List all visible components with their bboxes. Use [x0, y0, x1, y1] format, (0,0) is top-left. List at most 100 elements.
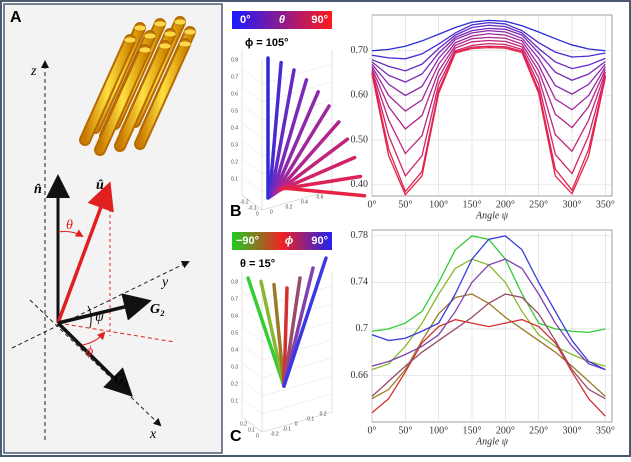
tick-label: 0.6	[231, 91, 238, 97]
psi-arc	[87, 305, 92, 329]
box-grid	[241, 393, 333, 415]
cylinder-bundle	[79, 16, 197, 156]
tick-label: 0.2	[231, 381, 238, 387]
tick-label: 0.6	[231, 313, 238, 319]
panel-label: A	[10, 9, 22, 26]
axis-label: y	[160, 275, 169, 290]
colorbar	[232, 11, 332, 29]
tick-label: 0.1	[231, 398, 238, 404]
bar-3d	[275, 120, 341, 194]
tick-label: 0.1	[248, 427, 255, 433]
tick-label: -0.2	[270, 431, 279, 437]
x-axis-title: Angle ψ	[475, 210, 509, 221]
axis-label: z	[30, 64, 37, 79]
bar-3d	[269, 68, 296, 198]
x-tick-label: 350°	[596, 425, 615, 436]
cylinder-top	[153, 20, 167, 28]
x-tick-label: 50°	[398, 199, 412, 210]
series-line	[371, 42, 606, 178]
tick-label: 0.2	[286, 204, 293, 210]
series-line	[371, 29, 606, 97]
tick-label: 0.4	[231, 347, 238, 353]
tick-label: 0.5	[231, 108, 238, 114]
tick-label: 0.7	[231, 74, 238, 80]
tick-label: 0.2	[231, 159, 238, 165]
cylinder-top	[133, 24, 147, 32]
y-tick-label: 0.66	[351, 370, 369, 381]
vector-label: n̂	[34, 182, 42, 197]
series-line	[371, 27, 606, 83]
g1-vector	[56, 321, 133, 397]
cylinder-top	[123, 36, 137, 44]
axis-label: x	[149, 427, 157, 442]
tick-label: 0.1	[307, 416, 314, 422]
tick-label: -0.1	[282, 426, 291, 432]
cylinder-top	[178, 40, 192, 48]
tick-label: 0.6	[317, 194, 324, 200]
box-grid	[241, 117, 333, 139]
series-line	[371, 39, 606, 155]
series-line	[371, 258, 606, 371]
x-tick-label: 200°	[496, 199, 515, 210]
vector-label: û	[96, 178, 104, 193]
x-tick-label: 150°	[463, 425, 482, 436]
line-chart: 0° 50° 100° 150° 200° 250° 300° 350° 0.66 0.7 0.74…	[351, 229, 615, 447]
panel-label: B	[230, 203, 242, 220]
series-line	[371, 24, 606, 72]
cylinder-shine	[116, 42, 169, 150]
cylinder-shine	[136, 40, 189, 148]
bar-3d	[276, 137, 350, 193]
box-grid	[241, 153, 333, 175]
tick-label: 0.4	[231, 125, 238, 131]
box-grid	[241, 63, 333, 85]
plot-3d: 0.80.70.60.50.40.30.20.1-0.2-0.10 00.20.4…	[231, 50, 367, 217]
fixed-angle: θ = 15°	[240, 258, 275, 270]
x-tick-label: 250°	[529, 199, 548, 210]
tick-label: 0.8	[231, 279, 238, 285]
bar-3d	[278, 155, 357, 192]
series-line	[371, 36, 606, 130]
tick-label: 0.7	[231, 296, 238, 302]
cylinder-top	[143, 32, 157, 40]
y-tick-label: 0.74	[351, 277, 369, 288]
box-3d	[241, 50, 333, 211]
projection	[57, 322, 176, 343]
diagram	[11, 60, 190, 440]
tick-label: 0.2	[320, 411, 327, 417]
box-grid	[241, 339, 333, 361]
bar-3d	[272, 282, 286, 388]
line-chart: 0° 50° 100° 150° 200° 250° 300° 350° 0.40 0.50 0.6…	[351, 14, 615, 221]
cylinder-shine	[81, 36, 134, 144]
bar-3d	[246, 276, 286, 388]
vector-label: G₁	[114, 372, 129, 387]
tick-label: 0	[256, 433, 259, 439]
y-axis	[11, 261, 190, 349]
cylinder-top	[158, 42, 172, 50]
series-line	[371, 21, 606, 60]
x-tick-label: 100°	[429, 425, 448, 436]
angle-label: ϕ	[86, 344, 93, 359]
x-tick-label: 0°	[368, 199, 377, 210]
bar-3d	[282, 256, 328, 388]
cylinder-top	[183, 28, 197, 36]
tick-label: -0.1	[248, 205, 257, 211]
colorbar-label: θ	[279, 14, 285, 26]
cylinder-shine	[96, 46, 149, 154]
box-grid	[241, 375, 333, 397]
x-axis-title: Angle ψ	[475, 436, 509, 447]
x-tick-label: 300°	[563, 425, 582, 436]
panel-label: C	[230, 428, 242, 445]
x-tick-label: 0°	[368, 425, 377, 436]
series-line	[371, 33, 606, 112]
y-tick-label: 0.60	[351, 90, 369, 101]
box-3d	[241, 272, 333, 433]
tick-label: 0.8	[231, 57, 238, 63]
tick-label: -0.2	[240, 199, 249, 205]
bar-3d	[270, 77, 309, 197]
cylinder-top	[163, 30, 177, 38]
x-tick-label: 50°	[398, 425, 412, 436]
bar-3d	[272, 90, 320, 196]
bar-3d	[259, 279, 286, 388]
y-tick-label: 0.70	[351, 45, 369, 56]
